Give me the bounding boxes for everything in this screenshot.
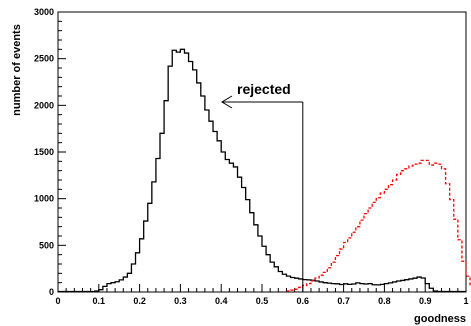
arrow-head-icon [221,95,233,109]
annotation-layer [221,95,304,292]
y-tick-label: 2000 [34,100,54,110]
rejected-annotation: rejected [237,81,291,97]
y-tick-label: 3000 [34,7,54,17]
x-tick-label: 0.8 [378,296,391,306]
axes-layer: 0 0.1 0.2 0.3 0.4 0.5 0.6 0.7 0.8 0.9 1 0 500 1000 150… [34,7,469,306]
x-tick-label: 0 [55,296,60,306]
histogram-black-line [58,48,466,293]
y-tick-label: 2500 [34,54,54,64]
x-tick-label: 1 [463,296,468,306]
x-axis-title: goodness [414,313,466,325]
y-tick-label: 1000 [34,194,54,204]
x-tick-label: 0.5 [256,296,269,306]
x-tick-label: 0.7 [337,296,350,306]
y-tick-label: 0 [49,287,54,297]
plot-frame [57,11,467,293]
x-tick-label: 0.9 [419,296,432,306]
x-tick-label: 0.6 [297,296,310,306]
x-tick-label: 0.3 [174,296,187,306]
x-tick-label: 0.2 [133,296,146,306]
y-tick-label: 500 [39,240,54,250]
y-tick-label: 1500 [34,147,54,157]
histogram-red-dashed-line [286,159,471,292]
x-tick-label: 0.1 [93,296,106,306]
x-tick-label: 0.4 [215,296,228,306]
y-axis-title: number of events [11,24,23,116]
series-layer [58,48,471,293]
